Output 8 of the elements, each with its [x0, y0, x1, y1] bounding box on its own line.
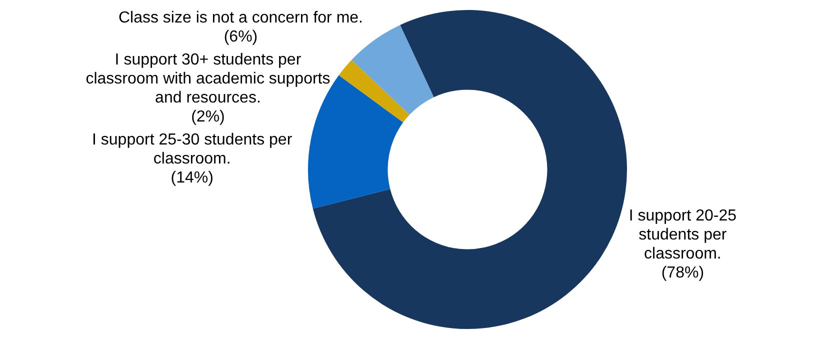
data-label: (2%) — [191, 108, 225, 126]
slice-label: Class size is not a concern for me. — [118, 9, 364, 26]
data-label: (14%) — [170, 169, 214, 186]
slice-label: I support 30+ students per classroom with academic supports and resources. — [86, 51, 330, 106]
slice-label: I support 20-25 students per classroom. — [628, 208, 737, 263]
data-label: (6%) — [224, 28, 258, 46]
data-label: (78%) — [661, 264, 704, 282]
slice-label: I support 25-30 students per classroom. — [92, 131, 293, 168]
